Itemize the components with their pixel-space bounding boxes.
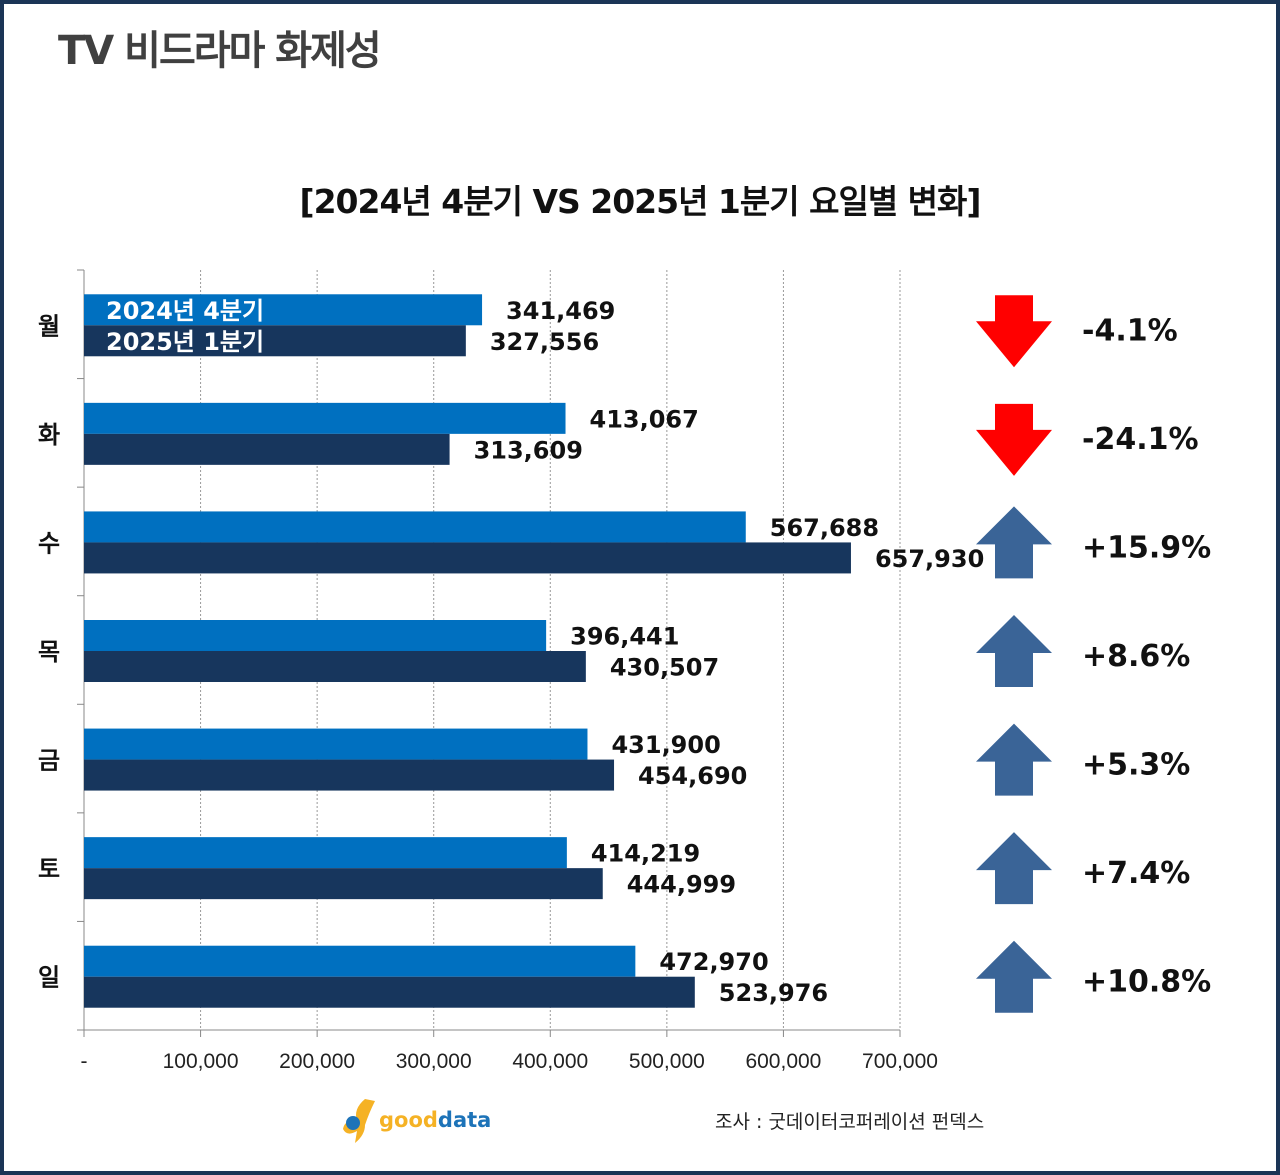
change-label: +10.8% bbox=[1082, 965, 1211, 1000]
bar-2024q4 bbox=[84, 728, 588, 760]
value-label: 523,976 bbox=[719, 979, 828, 1007]
change-label: +5.3% bbox=[1082, 748, 1190, 783]
arrow-down-icon bbox=[976, 403, 1052, 476]
arrow-up-icon bbox=[976, 832, 1052, 905]
bar-2024q4 bbox=[84, 837, 567, 869]
logo-good: good bbox=[379, 1108, 438, 1132]
category-label: 월 bbox=[38, 312, 60, 340]
bar-2024q4 bbox=[84, 402, 566, 434]
legend-label: 2024년 4분기 bbox=[106, 297, 264, 325]
source-note: 조사 : 굿데이터코퍼레이션 펀덱스 bbox=[715, 1111, 985, 1133]
category-label: 수 bbox=[38, 529, 60, 557]
change-label: +8.6% bbox=[1082, 639, 1190, 674]
value-label: 414,219 bbox=[591, 840, 700, 868]
category-label: 목 bbox=[38, 638, 60, 666]
value-label: 396,441 bbox=[570, 623, 679, 651]
bar-2025q1 bbox=[84, 759, 615, 791]
arrow-up-icon bbox=[976, 940, 1052, 1013]
bar-2025q1 bbox=[84, 542, 851, 574]
x-tick-label: 400,000 bbox=[512, 1050, 588, 1073]
x-tick-label: 500,000 bbox=[629, 1050, 705, 1073]
legend-label: 2025년 1분기 bbox=[106, 328, 264, 356]
value-label: 444,999 bbox=[627, 871, 736, 899]
chart-title: [2024년 4분기 VS 2025년 1분기 요일별 변화] bbox=[299, 182, 982, 221]
bar-2024q4 bbox=[84, 620, 547, 651]
bar-2025q1 bbox=[84, 325, 466, 357]
arrow-up-icon bbox=[976, 615, 1052, 687]
bar-2024q4 bbox=[84, 294, 483, 326]
value-label: 430,507 bbox=[610, 654, 719, 682]
value-label: 657,930 bbox=[875, 545, 984, 573]
change-label: -4.1% bbox=[1082, 313, 1178, 348]
logo-icon bbox=[343, 1099, 375, 1143]
value-label: 313,609 bbox=[474, 436, 583, 464]
bar-2025q1 bbox=[84, 433, 450, 465]
x-tick-label: 600,000 bbox=[745, 1050, 821, 1073]
bar-2025q1 bbox=[84, 976, 695, 1008]
x-tick-label: 700,000 bbox=[862, 1050, 938, 1073]
x-tick-label: 100,000 bbox=[163, 1050, 239, 1073]
page-title: TV 비드라마 화제성 bbox=[58, 28, 382, 74]
bar-2024q4 bbox=[84, 511, 746, 543]
value-label: 472,970 bbox=[659, 948, 768, 976]
category-label: 화 bbox=[38, 421, 60, 449]
change-label: -24.1% bbox=[1082, 422, 1199, 457]
x-tick-label: - bbox=[81, 1050, 88, 1073]
value-label: 341,469 bbox=[506, 297, 615, 325]
value-label: 431,900 bbox=[611, 731, 720, 759]
change-label: +7.4% bbox=[1082, 856, 1190, 891]
arrow-up-icon bbox=[976, 723, 1052, 796]
x-tick-label: 200,000 bbox=[279, 1050, 355, 1073]
bar-2025q1 bbox=[84, 868, 603, 900]
value-label: 567,688 bbox=[770, 514, 879, 542]
x-tick-label: 300,000 bbox=[396, 1050, 472, 1073]
bar-2025q1 bbox=[84, 651, 586, 682]
gooddata-logo: good data bbox=[335, 1095, 491, 1145]
category-label: 일 bbox=[38, 964, 60, 992]
value-label: 413,067 bbox=[590, 405, 699, 433]
category-label: 토 bbox=[38, 855, 60, 883]
bar-2024q4 bbox=[84, 945, 636, 977]
change-label: +15.9% bbox=[1082, 530, 1211, 565]
arrow-up-icon bbox=[976, 506, 1052, 579]
value-label: 454,690 bbox=[638, 762, 747, 790]
arrow-down-icon bbox=[976, 295, 1052, 368]
category-label: 금 bbox=[38, 747, 60, 775]
value-label: 327,556 bbox=[490, 328, 599, 356]
logo-data: data bbox=[437, 1108, 492, 1132]
